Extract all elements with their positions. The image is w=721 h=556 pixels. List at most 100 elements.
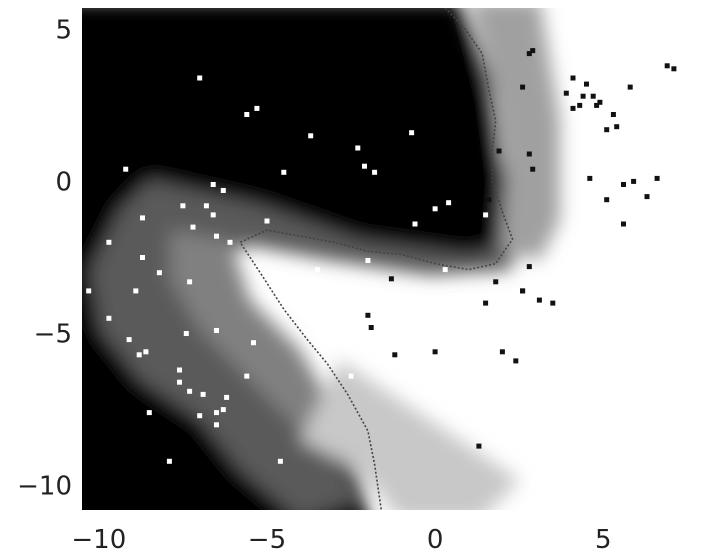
scatter-point	[580, 93, 586, 99]
scatter-point	[577, 102, 583, 108]
scatter-point	[412, 221, 418, 227]
scatter-point	[604, 197, 610, 203]
scatter-point	[214, 233, 219, 239]
scatter-point	[143, 349, 149, 355]
heatmap-dark-regions	[82, 8, 560, 510]
scatter-point	[644, 194, 650, 200]
scatter-point	[631, 178, 637, 184]
x-tick-label: −10	[71, 525, 126, 555]
x-tick-label: 0	[427, 525, 444, 555]
scatter-point	[409, 130, 415, 136]
scatter-point	[526, 264, 532, 270]
scatter-point	[277, 458, 283, 464]
scatter-point	[177, 379, 182, 385]
scatter-point	[365, 258, 371, 263]
scatter-point	[584, 81, 589, 87]
scatter-point	[183, 331, 189, 336]
y-axis-tick-labels: 5 0 −5 −10	[17, 15, 72, 501]
scatter-point	[570, 75, 576, 81]
scatter-point	[392, 352, 398, 358]
scatter-point	[604, 127, 610, 133]
scatter-point	[224, 394, 230, 400]
x-tick-label: 5	[595, 525, 612, 555]
scatter-point	[526, 51, 532, 57]
scatter-point	[587, 175, 593, 181]
scatter-point	[446, 200, 452, 206]
scatter-point	[187, 388, 193, 394]
scatter-point	[610, 112, 616, 117]
scatter-point	[200, 391, 206, 397]
scatter-point	[251, 340, 256, 346]
scatter-point	[106, 315, 112, 321]
y-tick-label: 0	[55, 167, 72, 197]
scatter-point	[197, 413, 203, 419]
scatter-point	[140, 215, 145, 221]
scatter-point	[570, 105, 576, 111]
scatter-point	[355, 145, 361, 151]
scatter-point	[654, 175, 660, 181]
x-axis-tick-labels: −10 −5 0 5	[71, 525, 611, 555]
scatter-point	[156, 270, 162, 276]
scatter-point	[664, 63, 670, 69]
scatter-point	[314, 267, 320, 273]
scatter-point	[671, 66, 677, 72]
scatter-point	[281, 169, 287, 175]
scatter-point	[335, 334, 341, 340]
scatter-point	[348, 373, 354, 379]
scatter-point	[126, 337, 132, 343]
scatter-point	[214, 328, 219, 333]
y-tick-label: 5	[55, 15, 72, 45]
scatter-point	[520, 288, 526, 294]
scatter-point	[530, 166, 536, 172]
scatter-point	[214, 422, 219, 428]
scatter-point	[499, 349, 505, 355]
scatter-point	[123, 166, 129, 172]
scatter-point	[244, 373, 250, 379]
scatter-point	[614, 124, 620, 130]
scatter-point	[486, 197, 492, 203]
scatter-point	[133, 288, 139, 294]
scatter-point	[177, 367, 182, 373]
scatter-point	[550, 300, 556, 306]
scatter-point	[590, 93, 596, 99]
scatter-point	[536, 297, 542, 303]
scatter-point	[432, 206, 438, 212]
scatter-points	[86, 48, 677, 464]
scatter-point	[254, 105, 260, 111]
scatter-point	[308, 133, 314, 139]
scatter-point	[520, 84, 526, 90]
scatter-point	[563, 90, 569, 96]
scatter-point	[496, 148, 502, 154]
x-tick-label: −5	[248, 525, 286, 555]
scatter-point	[106, 239, 112, 245]
scatter-point	[187, 279, 193, 285]
scatter-point	[220, 188, 226, 193]
scatter-point	[388, 276, 394, 282]
scatter-point	[136, 352, 142, 358]
scatter-point	[203, 203, 209, 209]
scatter-point	[526, 151, 532, 157]
scatter-point	[483, 300, 489, 306]
scatter-point	[210, 182, 216, 187]
scatter-point	[530, 48, 536, 54]
scatter-point	[621, 221, 626, 227]
scatter-point	[180, 203, 186, 209]
scatter-point	[264, 218, 270, 224]
scatter-point	[362, 163, 367, 169]
y-tick-label: −5	[34, 320, 72, 350]
scatter-point	[365, 312, 371, 318]
scatter-point	[197, 75, 203, 81]
scatter-point	[513, 358, 519, 364]
scatter-point	[210, 212, 216, 218]
scatter-point	[338, 306, 344, 312]
scatter-point	[432, 349, 438, 355]
scatter-point	[372, 169, 378, 175]
scatter-point	[140, 255, 145, 260]
scatter-point	[483, 212, 489, 218]
scatter-point	[166, 458, 172, 464]
scatter-point	[86, 288, 92, 294]
contour-line	[238, 8, 514, 510]
y-tick-label: −10	[17, 472, 72, 502]
scatter-point	[190, 224, 196, 230]
